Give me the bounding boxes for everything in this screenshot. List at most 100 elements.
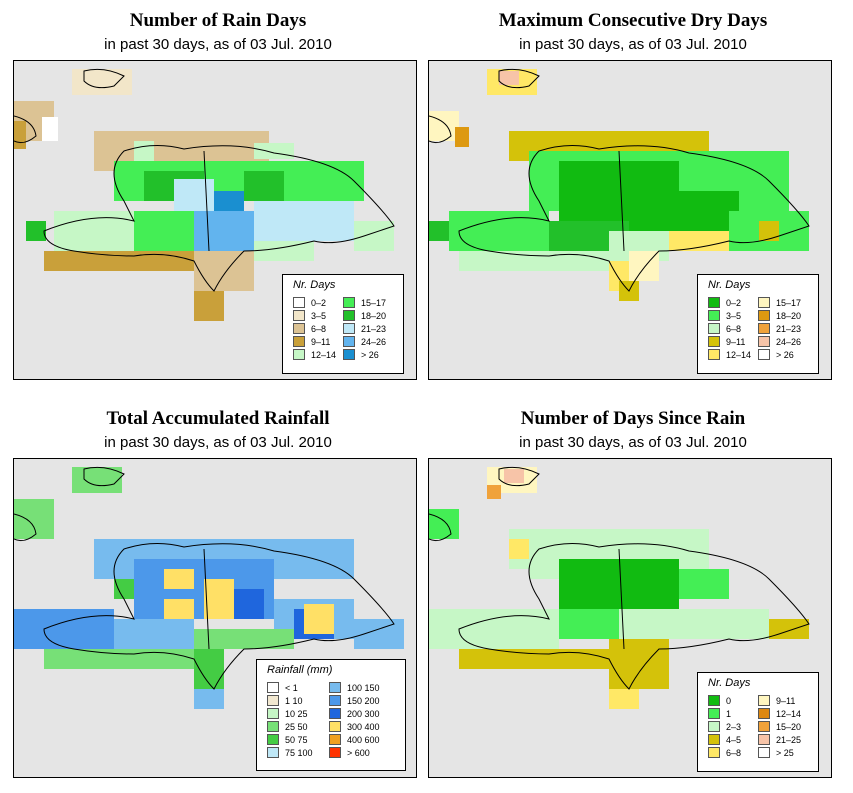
legend-swatch <box>343 323 355 334</box>
legend-title: Rainfall (mm) <box>267 664 333 676</box>
legend-label: > 600 <box>347 748 370 758</box>
legend-swatch <box>293 349 305 360</box>
legend-swatch <box>758 323 770 334</box>
legend-label: 24–26 <box>776 337 802 347</box>
panel-subtitle: in past 30 days, as of 03 Jul. 2010 <box>104 434 332 451</box>
legend-label: 0 <box>726 696 732 706</box>
panel-title: Number of Days Since Rain <box>520 408 746 429</box>
legend-swatch <box>329 734 341 745</box>
panel-subtitle: in past 30 days, as of 03 Jul. 2010 <box>104 36 332 53</box>
legend-label: 21–25 <box>776 735 802 745</box>
legend: Rainfall (mm) < 1 1 10 10 25 25 50 50 75 75 1… <box>256 659 406 771</box>
legend-label: 15–17 <box>776 298 802 308</box>
legend-swatch <box>343 310 355 321</box>
legend-label: 18–20 <box>776 311 802 321</box>
legend-swatch <box>343 336 355 347</box>
legend-label: 6–8 <box>726 324 742 334</box>
panel-title: Maximum Consecutive Dry Days <box>498 10 768 31</box>
legend-label: 3–5 <box>726 311 742 321</box>
map-canvas <box>429 466 810 709</box>
legend-label: 12–14 <box>311 350 337 360</box>
grid-cells <box>429 69 809 301</box>
map-total-rainfall: Rainfall (mm) < 1 1 10 10 25 25 50 50 75 75 1… <box>13 458 417 778</box>
legend-label: > 25 <box>776 748 794 758</box>
legend-swatch <box>758 336 770 347</box>
legend-swatch <box>267 695 279 706</box>
panel-title: Number of Rain Days <box>129 10 307 31</box>
legend-swatch <box>343 297 355 308</box>
legend-swatch <box>329 695 341 706</box>
legend-swatch <box>758 747 770 758</box>
legend-label: 18–20 <box>361 311 387 321</box>
legend-label: 50 75 <box>285 735 308 745</box>
legend-swatch <box>708 721 720 732</box>
legend-label: 400 600 <box>347 735 380 745</box>
legend-swatch <box>267 708 279 719</box>
legend-label: < 1 <box>285 683 298 693</box>
legend: Nr. Days 0 1 2–3 4–5 6–8 9–11 12–14 15–20 21–25 >… <box>697 672 819 772</box>
legend-swatch <box>267 734 279 745</box>
legend-swatch <box>329 747 341 758</box>
legend-label: 15–20 <box>776 722 802 732</box>
legend-label: 21–23 <box>361 324 387 334</box>
map-canvas <box>14 466 404 709</box>
legend-swatch <box>293 336 305 347</box>
legend-swatch <box>708 747 720 758</box>
legend-title: Nr. Days <box>708 677 751 689</box>
map-canvas <box>14 68 395 321</box>
panel-subtitle: in past 30 days, as of 03 Jul. 2010 <box>519 434 747 451</box>
legend-label: > 26 <box>776 350 794 360</box>
legend-swatch <box>293 310 305 321</box>
legend: Nr. Days 0–2 3–5 6–8 9–11 12–14 15–17 18–20 21–… <box>282 274 404 374</box>
panel-title: Total Accumulated Rainfall <box>106 408 330 429</box>
panel-total-rainfall: Total Accumulated Rainfall in past 30 da… <box>13 398 423 783</box>
legend-title: Nr. Days <box>708 279 751 291</box>
legend-label: 15–17 <box>361 298 387 308</box>
legend-label: 6–8 <box>311 324 327 334</box>
legend-label: 3–5 <box>311 311 327 321</box>
map-rain-days: Nr. Days 0–2 3–5 6–8 9–11 12–14 15–17 18–20 21–… <box>13 60 417 380</box>
legend-label: 10 25 <box>285 709 308 719</box>
panel-rain-days: Number of Rain Days in past 30 days, as … <box>13 0 423 385</box>
legend-label: 9–11 <box>726 337 746 347</box>
legend-swatch <box>708 297 720 308</box>
legend-swatch <box>329 682 341 693</box>
legend-swatch <box>758 734 770 745</box>
legend-swatch <box>293 323 305 334</box>
legend-label: 200 300 <box>347 709 380 719</box>
legend-swatch <box>758 721 770 732</box>
legend-label: 0–2 <box>311 298 327 308</box>
legend-swatch <box>329 708 341 719</box>
legend-swatch <box>708 734 720 745</box>
legend-swatch <box>267 682 279 693</box>
legend-label: 100 150 <box>347 683 380 693</box>
legend-swatch <box>758 349 770 360</box>
legend: Nr. Days 0–2 3–5 6–8 9–11 12–14 15–17 18–20 21–… <box>697 274 819 374</box>
legend-swatch <box>267 747 279 758</box>
legend-label: 75 100 <box>285 748 313 758</box>
legend-label: 0–2 <box>726 298 742 308</box>
legend-swatch <box>708 323 720 334</box>
legend-swatch <box>758 708 770 719</box>
legend-swatch <box>708 349 720 360</box>
legend-label: 9–11 <box>311 337 331 347</box>
legend-label: 12–14 <box>776 709 802 719</box>
legend-swatch <box>708 695 720 706</box>
map-canvas <box>429 68 810 301</box>
legend-label: 1 <box>726 709 732 719</box>
legend-label: 21–23 <box>776 324 802 334</box>
legend-label: 1 10 <box>285 696 303 706</box>
legend-label: 2–3 <box>726 722 742 732</box>
legend-swatch <box>293 297 305 308</box>
legend-label: 4–5 <box>726 735 742 745</box>
legend-swatch <box>343 349 355 360</box>
grid-cells <box>14 69 394 321</box>
map-max-dry-days: Nr. Days 0–2 3–5 6–8 9–11 12–14 15–17 18–20 21–… <box>428 60 832 380</box>
legend-swatch <box>708 708 720 719</box>
legend-swatch <box>267 721 279 732</box>
legend-label: 150 200 <box>347 696 380 706</box>
grid-cells <box>429 467 809 709</box>
legend-label: > 26 <box>361 350 379 360</box>
legend-swatch <box>329 721 341 732</box>
legend-swatch <box>708 310 720 321</box>
